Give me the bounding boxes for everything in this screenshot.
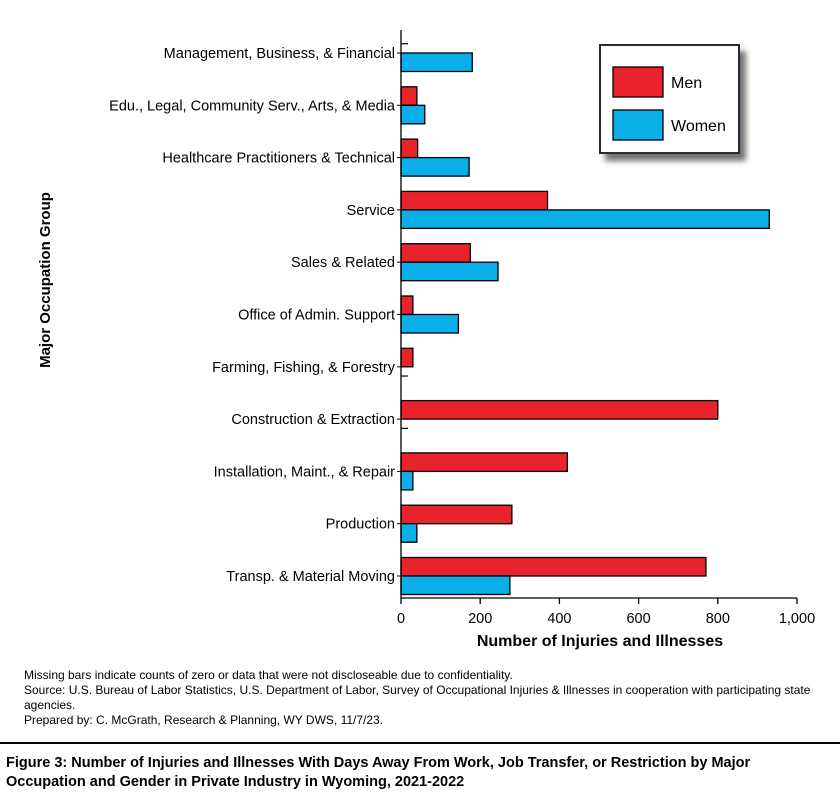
category-label: Farming, Fishing, & Forestry	[212, 360, 396, 376]
x-axis-title: Number of Injuries and Illnesses	[477, 633, 723, 650]
category-label: Management, Business, & Financial	[164, 46, 395, 62]
source-note: Source: U.S. Bureau of Labor Statistics,…	[24, 683, 811, 712]
bar-men-edu-legal-community-serv-arts-media	[400, 86, 418, 106]
x-tick-label: 600	[626, 611, 650, 627]
caption-divider	[0, 742, 840, 744]
category-label: Production	[326, 517, 395, 533]
category-label: Healthcare Practitioners & Technical	[162, 151, 395, 167]
bar-men-sales-related	[400, 243, 471, 263]
bar-women-production	[400, 523, 418, 543]
axes-layer: Management, Business, & Financial Edu., L…	[37, 30, 815, 650]
category-label: Installation, Maint., & Repair	[214, 464, 396, 480]
legend-swatch-men	[612, 66, 664, 98]
category-label: Sales & Related	[291, 255, 395, 271]
bar-women-sales-related	[400, 261, 499, 282]
bar-men-production	[400, 504, 513, 525]
x-tick-label: 200	[468, 611, 492, 627]
x-tick-label: 800	[706, 611, 730, 627]
bar-women-healthcare-practitioners-technical	[400, 156, 470, 177]
bar-men-construction-extraction	[400, 399, 719, 420]
figure-caption: Figure 3: Number of Injuries and Illness…	[6, 755, 751, 790]
x-tick-label: 0	[397, 611, 405, 627]
bar-women-service	[400, 209, 770, 230]
category-label: Service	[347, 203, 395, 219]
category-label: Office of Admin. Support	[238, 308, 395, 324]
category-label: Transp. & Material Moving	[226, 569, 395, 585]
legend-label-men: Men	[671, 75, 702, 92]
prepared-by-note: Prepared by: C. McGrath, Research & Plan…	[24, 713, 384, 727]
bar-women-office-of-admin-support	[400, 313, 460, 334]
category-label: Edu., Legal, Community Serv., Arts, & Me…	[109, 98, 396, 114]
x-tick-label: 1,000	[779, 611, 815, 627]
bar-men-transp-material-moving	[400, 556, 707, 577]
bar-women-management-business-financial	[400, 52, 473, 73]
bar-women-edu-legal-community-serv-arts-media	[400, 104, 426, 125]
bar-men-office-of-admin-support	[400, 295, 414, 316]
bars-layer	[400, 43, 770, 596]
bar-women-transp-material-moving	[400, 575, 511, 596]
bar-men-installation-maint-repair	[400, 452, 568, 473]
bar-chart: Management, Business, & Financial Edu., L…	[37, 30, 815, 650]
bar-women-installation-maint-repair	[400, 470, 414, 491]
y-axis-title: Major Occupation Group	[37, 192, 54, 368]
category-label: Construction & Extraction	[231, 412, 395, 428]
legend: Men Women	[599, 44, 740, 154]
chart-notes: Missing bars indicate counts of zero or …	[24, 668, 824, 728]
missing-bars-note: Missing bars indicate counts of zero or …	[24, 668, 513, 682]
bar-men-service	[400, 190, 549, 211]
bar-men-healthcare-practitioners-technical	[400, 138, 419, 159]
legend-label-women: Women	[671, 118, 726, 135]
bar-men-farming-fishing-forestry	[400, 347, 414, 368]
legend-swatch-women	[612, 109, 664, 141]
x-tick-label: 400	[547, 611, 571, 627]
